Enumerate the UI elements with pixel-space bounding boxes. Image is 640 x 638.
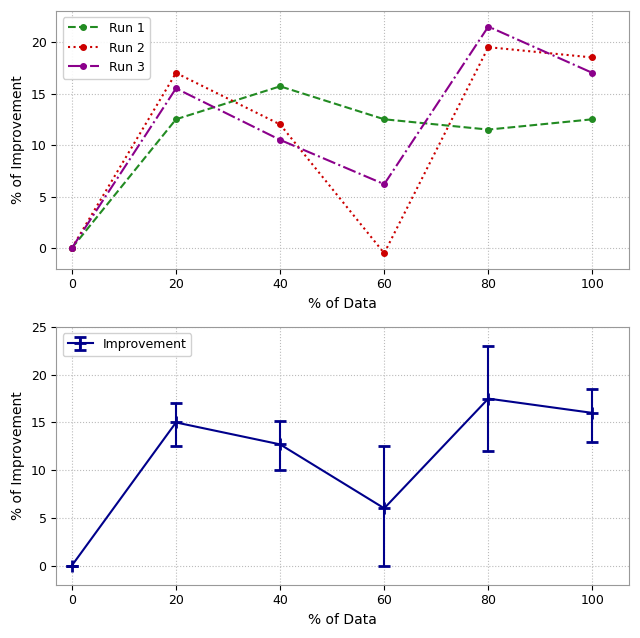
- Run 2: [484, 43, 492, 51]
- Run 3: [484, 23, 492, 31]
- Run 2: [276, 121, 284, 128]
- Run 1: [380, 115, 388, 123]
- Run 2: [68, 244, 76, 252]
- Legend: Improvement: Improvement: [63, 333, 191, 356]
- Run 3: [68, 244, 76, 252]
- Line: Run 3: Run 3: [69, 24, 595, 251]
- Line: Run 2: Run 2: [69, 45, 595, 256]
- Line: Run 1: Run 1: [69, 84, 595, 251]
- Run 1: [484, 126, 492, 133]
- Y-axis label: % of Improvement: % of Improvement: [11, 392, 25, 520]
- Legend: Run 1, Run 2, Run 3: Run 1, Run 2, Run 3: [63, 17, 150, 79]
- Y-axis label: % of Improvement: % of Improvement: [11, 75, 25, 204]
- Run 2: [589, 54, 596, 61]
- X-axis label: % of Data: % of Data: [308, 613, 377, 627]
- Run 3: [276, 136, 284, 144]
- Run 1: [68, 244, 76, 252]
- Run 3: [589, 69, 596, 77]
- Run 2: [172, 69, 180, 77]
- Run 1: [172, 115, 180, 123]
- Run 1: [589, 115, 596, 123]
- X-axis label: % of Data: % of Data: [308, 297, 377, 311]
- Run 3: [172, 85, 180, 93]
- Run 3: [380, 181, 388, 188]
- Run 1: [276, 82, 284, 90]
- Run 2: [380, 249, 388, 257]
